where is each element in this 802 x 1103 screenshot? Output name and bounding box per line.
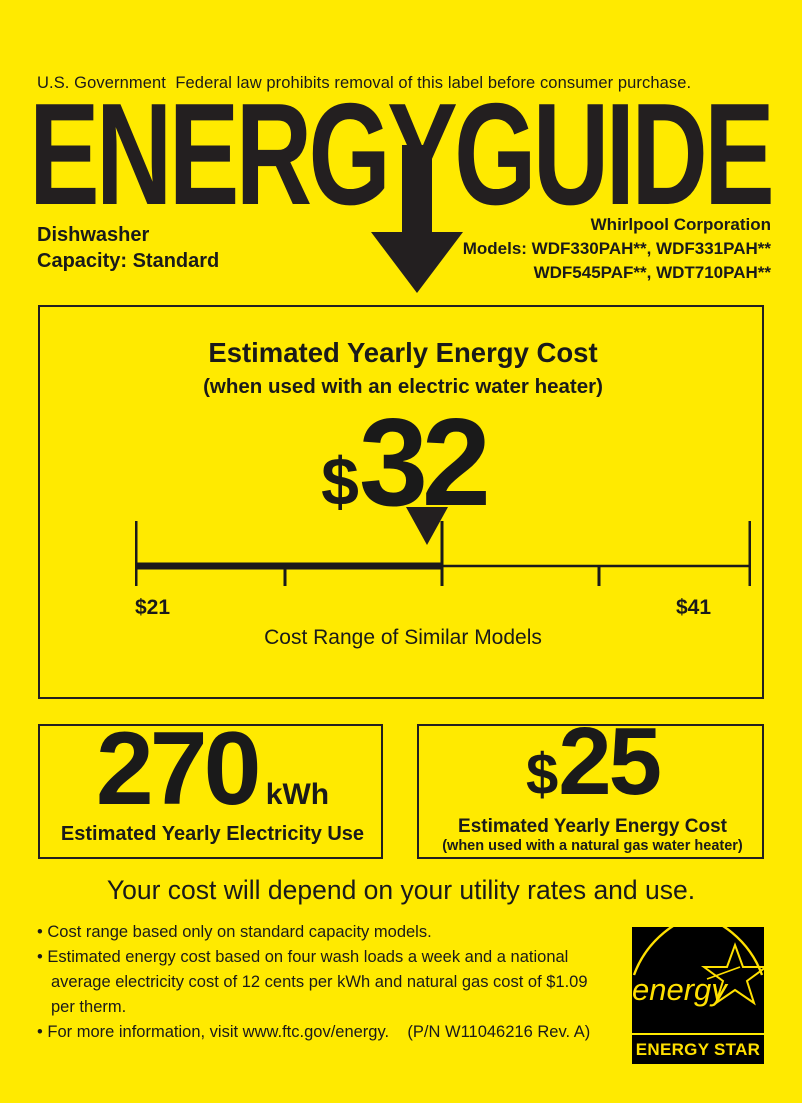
svg-text:energy: energy	[632, 972, 729, 1007]
